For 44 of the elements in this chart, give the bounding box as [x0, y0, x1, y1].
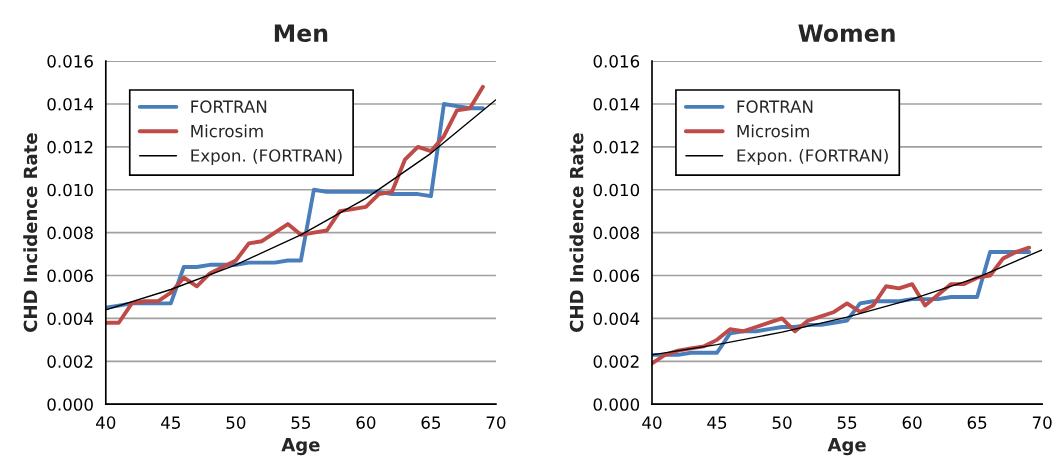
y-tick-label: 0.012 — [593, 140, 639, 154]
x-tick-label: 50 — [226, 416, 246, 429]
x-tick-label: 60 — [902, 416, 922, 429]
y-tick-label: 0.010 — [47, 183, 93, 197]
x-tick-label: 45 — [161, 416, 180, 429]
legend-label: Microsim — [737, 124, 809, 138]
x-axis-title: Age — [281, 438, 320, 456]
y-tick-label: 0.014 — [593, 97, 640, 111]
legend-label: Expon. (FORTRAN) — [737, 148, 888, 166]
legend-label: Expon. (FORTRAN) — [191, 148, 342, 166]
chart-title: Women — [798, 24, 895, 42]
y-tick-label: 0.004 — [47, 312, 94, 325]
y-tick-label: 0.008 — [47, 226, 93, 240]
x-tick-label: 65 — [967, 416, 987, 429]
legend-label: Microsim — [191, 124, 263, 138]
y-tick-label: 0.000 — [47, 398, 93, 411]
y-tick-label: 0.016 — [47, 55, 93, 68]
y-tick-label: 0.002 — [47, 355, 93, 368]
x-tick-label: 50 — [772, 416, 792, 429]
y-tick-label: 0.010 — [593, 183, 640, 197]
y-tick-label: 0.000 — [593, 398, 640, 411]
y-tick-label: 0.012 — [47, 140, 93, 154]
y-tick-label: 0.006 — [593, 269, 640, 283]
x-tick-label: 40 — [642, 416, 662, 429]
y-tick-label: 0.006 — [47, 269, 93, 283]
x-tick-label: 70 — [486, 416, 506, 429]
x-tick-label: 60 — [356, 416, 376, 429]
y-axis-title: CHD Incidence Rate — [23, 133, 38, 332]
y-tick-label: 0.004 — [593, 312, 640, 325]
x-tick-label: 70 — [1032, 416, 1052, 429]
x-tick-label: 55 — [837, 416, 857, 429]
chart-title: Men — [274, 24, 328, 42]
x-tick-label: 55 — [291, 416, 311, 429]
x-axis-title: Age — [827, 438, 866, 456]
y-tick-label: 0.002 — [593, 355, 639, 368]
y-tick-label: 0.014 — [47, 97, 94, 111]
x-tick-label: 40 — [96, 416, 116, 429]
y-tick-label: 0.008 — [593, 226, 640, 240]
y-axis-title: CHD Incidence Rate — [569, 133, 584, 332]
x-tick-label: 45 — [707, 416, 727, 429]
x-tick-label: 65 — [421, 416, 441, 429]
legend-label: FORTRAN — [737, 100, 813, 113]
y-tick-label: 0.016 — [593, 55, 640, 68]
legend-label: FORTRAN — [191, 100, 267, 113]
